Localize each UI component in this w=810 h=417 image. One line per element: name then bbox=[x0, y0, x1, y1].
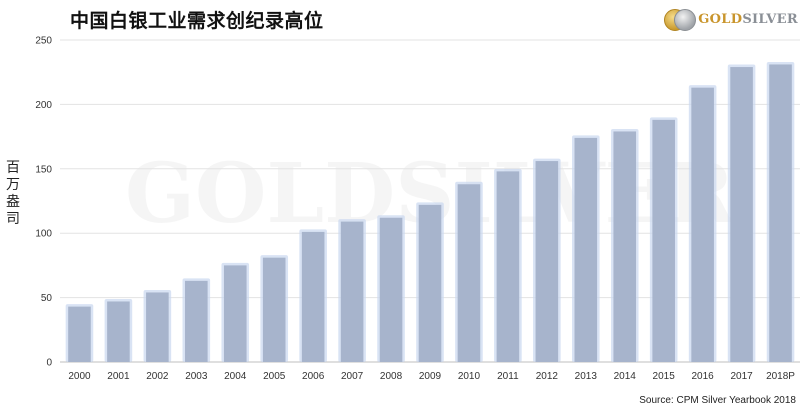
x-tick-label: 2004 bbox=[224, 371, 247, 382]
bar-2004 bbox=[223, 265, 247, 362]
x-tick-labels: 2000 2001 2002 2003 2004 2005 2006 2007 2008 2009… bbox=[68, 371, 795, 382]
bar-2009 bbox=[418, 204, 442, 362]
bar-2002 bbox=[146, 292, 169, 362]
logo-text-silver: SILVER bbox=[742, 11, 798, 27]
x-tick-label: 2017 bbox=[730, 371, 753, 382]
bar-2014 bbox=[613, 131, 637, 362]
y-tick-label: 0 bbox=[46, 358, 52, 369]
bar-2006 bbox=[301, 231, 325, 362]
x-tick-label: 2000 bbox=[68, 371, 91, 382]
x-tick-label: 2006 bbox=[302, 371, 325, 382]
bar-2005 bbox=[262, 257, 286, 362]
bar-2015 bbox=[652, 119, 675, 362]
x-tick-label: 2014 bbox=[614, 371, 637, 382]
bar-2013 bbox=[574, 137, 598, 362]
y-tick-labels: 0 50 100 150 200 250 bbox=[35, 36, 52, 369]
x-tick-label: 2015 bbox=[653, 371, 676, 382]
x-tick-label: 2007 bbox=[341, 371, 364, 382]
y-tick-label: 50 bbox=[41, 293, 53, 304]
bar-2000 bbox=[68, 306, 91, 362]
bar-2001 bbox=[107, 301, 130, 362]
x-tick-label: 2011 bbox=[497, 371, 519, 382]
bar-2011 bbox=[496, 171, 520, 362]
logo-text-gold: GOLD bbox=[698, 11, 743, 27]
bar-2007 bbox=[340, 221, 364, 362]
bar-2018P bbox=[769, 64, 792, 363]
x-tick-label: 2013 bbox=[575, 371, 598, 382]
x-tick-label: 2001 bbox=[107, 371, 130, 382]
x-tick-label: 2002 bbox=[146, 371, 169, 382]
x-tick-label: 2010 bbox=[458, 371, 481, 382]
chart-title: 中国白银工业需求创纪录高位 bbox=[70, 10, 324, 32]
x-tick-label: 2003 bbox=[185, 371, 208, 382]
x-tick-label: 2008 bbox=[380, 371, 403, 382]
y-axis-label: 百万盎司 bbox=[6, 160, 20, 227]
coins-icon bbox=[664, 8, 697, 31]
y-tick-label: 250 bbox=[35, 36, 52, 47]
bar-2012 bbox=[535, 161, 559, 362]
y-tick-label: 150 bbox=[35, 164, 52, 175]
y-tick-label: 200 bbox=[35, 100, 52, 111]
bar-2016 bbox=[691, 87, 714, 362]
x-tick-label: 2016 bbox=[692, 371, 715, 382]
logo-text: GOLDSILVER bbox=[698, 12, 798, 27]
x-tick-label: 2012 bbox=[536, 371, 559, 382]
bar-2008 bbox=[379, 217, 403, 362]
x-tick-label: 2018P bbox=[766, 371, 795, 382]
x-tick-label: 2009 bbox=[419, 371, 442, 382]
bars bbox=[65, 61, 795, 363]
goldsilver-logo: GOLDSILVER bbox=[664, 8, 798, 31]
x-tick-label: 2005 bbox=[263, 371, 286, 382]
bar-2017 bbox=[730, 67, 753, 362]
bar-2010 bbox=[457, 184, 481, 362]
y-tick-label: 100 bbox=[35, 229, 52, 240]
source-note: Source: CPM Silver Yearbook 2018 bbox=[639, 395, 796, 406]
bar-2003 bbox=[185, 280, 208, 362]
